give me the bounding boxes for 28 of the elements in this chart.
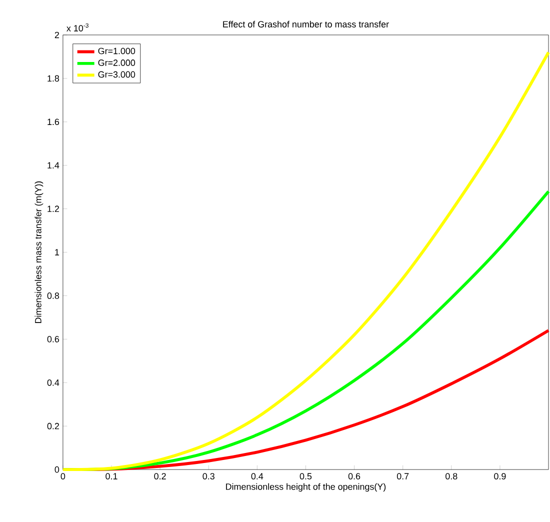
legend-label: Gr=1.000 — [98, 48, 136, 54]
y-tick-label: 0 — [54, 466, 60, 473]
chart-title: Effect of Grashof number to mass transfer — [223, 21, 389, 28]
y-tick-label: 0.6 — [47, 336, 60, 343]
x-tick-label: 0.2 — [154, 473, 166, 480]
x-tick-label: 0 — [60, 473, 66, 480]
y-tick-label: 1.2 — [48, 206, 59, 212]
x-tick-label: 0.6 — [348, 473, 360, 480]
y-axis-title: Dimensionless mass transfer (m(Y)) — [34, 182, 44, 324]
y-tick-label: 2 — [54, 32, 59, 38]
y-tick-label: 0.8 — [47, 292, 60, 300]
y-tick-label: 1.6 — [48, 118, 60, 126]
x-tick-label: 0.5 — [300, 473, 312, 480]
text: x 10$^{-3}$ — [66, 24, 88, 32]
x-tick-label: 0.9 — [494, 473, 506, 480]
x-tick-label: 0.8 — [446, 473, 458, 480]
x-tick-label: 0.7 — [396, 473, 409, 480]
y-tick-label: 1 — [55, 249, 59, 256]
x-tick-label: 0.1 — [106, 473, 118, 480]
x-tick-label: 0.3 — [202, 473, 214, 480]
y-tick-label: 1.8 — [48, 75, 60, 82]
legend-label: Gr=3.000 — [98, 72, 136, 78]
legend-label: Gr=2.000 — [98, 60, 136, 66]
y-tick-label: 0.2 — [47, 423, 59, 430]
x-axis-title: Dimensionless height of the openings(Y) — [226, 484, 386, 492]
x-tick-label: 0.4 — [251, 473, 264, 480]
y-tick-label: 0.4 — [47, 380, 60, 386]
y-tick-label: 1.4 — [48, 162, 60, 169]
